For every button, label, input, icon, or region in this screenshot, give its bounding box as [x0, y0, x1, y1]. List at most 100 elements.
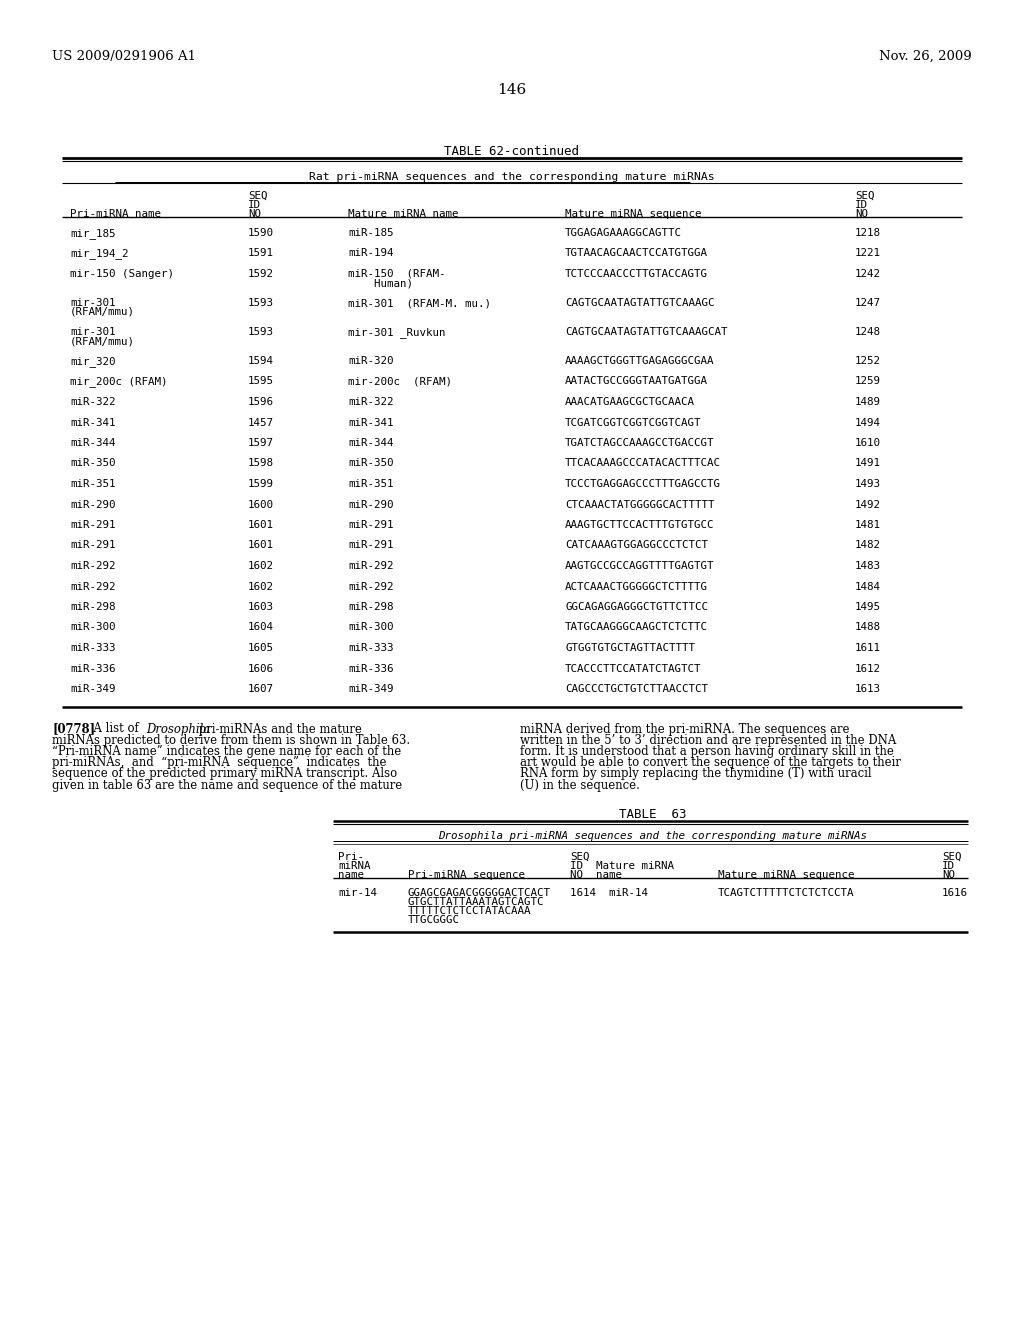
Text: TCTCCCAACCCTTGTACCAGTG: TCTCCCAACCCTTGTACCAGTG [565, 269, 708, 279]
Text: TCAGTCTTTTTCTCTCTCCTA: TCAGTCTTTTTCTCTCTCCTA [718, 888, 854, 898]
Text: CATCAAAGTGGAGGCCCTCTCT: CATCAAAGTGGAGGCCCTCTCT [565, 540, 708, 550]
Text: Mature miRNA sequence: Mature miRNA sequence [718, 870, 854, 879]
Text: miR-351: miR-351 [348, 479, 393, 488]
Text: TCCCTGAGGAGCCCTTTGAGCCTG: TCCCTGAGGAGCCCTTTGAGCCTG [565, 479, 721, 488]
Text: 1218: 1218 [855, 228, 881, 238]
Text: CAGCCCTGCTGTCTTAACCTCT: CAGCCCTGCTGTCTTAACCTCT [565, 684, 708, 694]
Text: miR-292: miR-292 [348, 582, 393, 591]
Text: sequence of the predicted primary miRNA transcript. Also: sequence of the predicted primary miRNA … [52, 767, 397, 780]
Text: miR-333: miR-333 [348, 643, 393, 653]
Text: GGCAGAGGAGGGCTGTTCTTCC: GGCAGAGGAGGGCTGTTCTTCC [565, 602, 708, 612]
Text: 1484: 1484 [855, 582, 881, 591]
Text: NO: NO [248, 209, 261, 219]
Text: GGAGCGAGACGGGGGACTCACT: GGAGCGAGACGGGGGACTCACT [408, 888, 551, 898]
Text: US 2009/0291906 A1: US 2009/0291906 A1 [52, 50, 196, 63]
Text: TGTAACAGCAACTCCATGTGGA: TGTAACAGCAACTCCATGTGGA [565, 248, 708, 259]
Text: mir-150 (Sanger): mir-150 (Sanger) [70, 269, 174, 279]
Text: 1602: 1602 [248, 561, 274, 572]
Text: Nov. 26, 2009: Nov. 26, 2009 [880, 50, 972, 63]
Text: miR-300: miR-300 [70, 623, 116, 632]
Text: miR-292: miR-292 [70, 561, 116, 572]
Text: mir-14: mir-14 [338, 888, 377, 898]
Text: 1492: 1492 [855, 499, 881, 510]
Text: CAGTGCAATAGTATTGTCAAAGCAT: CAGTGCAATAGTATTGTCAAAGCAT [565, 327, 727, 337]
Text: (RFAM/mmu): (RFAM/mmu) [70, 337, 135, 346]
Text: TABLE  63: TABLE 63 [620, 808, 687, 821]
Text: miR-194: miR-194 [348, 248, 393, 259]
Text: mir_185: mir_185 [70, 228, 116, 239]
Text: CAGTGCAATAGTATTGTCAAAGC: CAGTGCAATAGTATTGTCAAAGC [565, 298, 715, 308]
Text: ID: ID [855, 201, 868, 210]
Text: pri-miRNAs and the mature: pri-miRNAs and the mature [196, 722, 362, 735]
Text: AAAGTGCTTCCACTTTGTGTGCC: AAAGTGCTTCCACTTTGTGTGCC [565, 520, 715, 531]
Text: 1613: 1613 [855, 684, 881, 694]
Text: TATGCAAGGGCAAGCTCTCTTC: TATGCAAGGGCAAGCTCTCTTC [565, 623, 708, 632]
Text: 1494: 1494 [855, 417, 881, 428]
Text: NO: NO [942, 870, 955, 879]
Text: miR-290: miR-290 [70, 499, 116, 510]
Text: 1600: 1600 [248, 499, 274, 510]
Text: SEQ: SEQ [942, 851, 962, 862]
Text: ACTCAAACTGGGGGCTCTTTTG: ACTCAAACTGGGGGCTCTTTTG [565, 582, 708, 591]
Text: miR-351: miR-351 [70, 479, 116, 488]
Text: TTCACAAAGCCCATACACTTTCAC: TTCACAAAGCCCATACACTTTCAC [565, 458, 721, 469]
Text: miR-322: miR-322 [348, 397, 393, 407]
Text: miR-344: miR-344 [348, 438, 393, 447]
Text: AAGTGCCGCCAGGTTTTGAGTGT: AAGTGCCGCCAGGTTTTGAGTGT [565, 561, 715, 572]
Text: miR-349: miR-349 [348, 684, 393, 694]
Text: 1604: 1604 [248, 623, 274, 632]
Text: 1606: 1606 [248, 664, 274, 673]
Text: TCACCCTTCCATATCTAGTCT: TCACCCTTCCATATCTAGTCT [565, 664, 701, 673]
Text: CTCAAACTATGGGGGCACTTTTT: CTCAAACTATGGGGGCACTTTTT [565, 499, 715, 510]
Text: 1483: 1483 [855, 561, 881, 572]
Text: 1603: 1603 [248, 602, 274, 612]
Text: mir-301 _Ruvkun: mir-301 _Ruvkun [348, 327, 445, 338]
Text: 1597: 1597 [248, 438, 274, 447]
Text: miR-298: miR-298 [70, 602, 116, 612]
Text: miR-320: miR-320 [348, 356, 393, 366]
Text: AAAAGCTGGGTTGAGAGGGCGAA: AAAAGCTGGGTTGAGAGGGCGAA [565, 356, 715, 366]
Text: Mature miRNA sequence: Mature miRNA sequence [565, 209, 701, 219]
Text: (U) in the sequence.: (U) in the sequence. [520, 779, 640, 792]
Text: SEQ: SEQ [855, 191, 874, 201]
Text: Pri-miRNA name: Pri-miRNA name [70, 209, 161, 219]
Text: [0778]: [0778] [52, 722, 95, 735]
Text: 1607: 1607 [248, 684, 274, 694]
Text: AATACTGCCGGGTAATGATGGA: AATACTGCCGGGTAATGATGGA [565, 376, 708, 387]
Text: 1252: 1252 [855, 356, 881, 366]
Text: 1242: 1242 [855, 269, 881, 279]
Text: TGGAGAGAAAGGCAGTTC: TGGAGAGAAAGGCAGTTC [565, 228, 682, 238]
Text: GTGCTTATTAAATAGTCAGTC: GTGCTTATTAAATAGTCAGTC [408, 896, 545, 907]
Text: 1614  miR-14: 1614 miR-14 [570, 888, 648, 898]
Text: miRNA: miRNA [338, 861, 371, 871]
Text: miRNA derived from the pri-miRNA. The sequences are: miRNA derived from the pri-miRNA. The se… [520, 722, 850, 735]
Text: 1221: 1221 [855, 248, 881, 259]
Text: mir_200c (RFAM): mir_200c (RFAM) [70, 376, 168, 387]
Text: mir_194_2: mir_194_2 [70, 248, 128, 260]
Text: miR-344: miR-344 [70, 438, 116, 447]
Text: 1493: 1493 [855, 479, 881, 488]
Text: 1610: 1610 [855, 438, 881, 447]
Text: miR-350: miR-350 [348, 458, 393, 469]
Text: NO  name: NO name [570, 870, 622, 879]
Text: ID: ID [248, 201, 261, 210]
Text: Pri-miRNA sequence: Pri-miRNA sequence [408, 870, 525, 879]
Text: SEQ: SEQ [570, 851, 590, 862]
Text: NO: NO [855, 209, 868, 219]
Text: 1491: 1491 [855, 458, 881, 469]
Text: 1457: 1457 [248, 417, 274, 428]
Text: GTGGTGTGCTAGTTACTTTT: GTGGTGTGCTAGTTACTTTT [565, 643, 695, 653]
Text: miR-298: miR-298 [348, 602, 393, 612]
Text: miR-336: miR-336 [348, 664, 393, 673]
Text: miR-350: miR-350 [70, 458, 116, 469]
Text: Human): Human) [348, 279, 413, 288]
Text: miR-349: miR-349 [70, 684, 116, 694]
Text: 1248: 1248 [855, 327, 881, 337]
Text: AAACATGAAGCGCTGCAACA: AAACATGAAGCGCTGCAACA [565, 397, 695, 407]
Text: 1595: 1595 [248, 376, 274, 387]
Text: 146: 146 [498, 83, 526, 96]
Text: 1482: 1482 [855, 540, 881, 550]
Text: art would be able to convert the sequence of the targets to their: art would be able to convert the sequenc… [520, 756, 901, 770]
Text: miR-336: miR-336 [70, 664, 116, 673]
Text: 1593: 1593 [248, 298, 274, 308]
